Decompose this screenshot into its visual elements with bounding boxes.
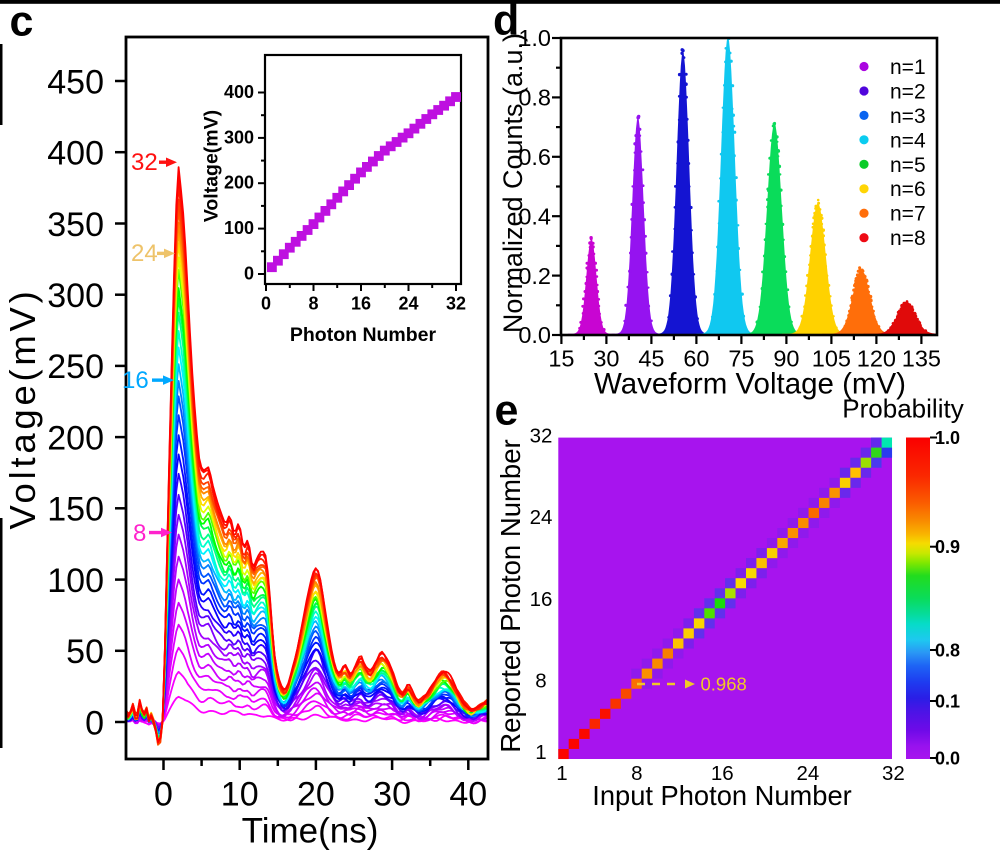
svg-text:0.4: 0.4 xyxy=(518,203,551,229)
svg-text:Probability: Probability xyxy=(842,394,963,424)
svg-text:Reported Photon Number: Reported Photon Number xyxy=(495,439,526,752)
svg-text:50: 50 xyxy=(66,633,104,671)
svg-text:24: 24 xyxy=(131,240,158,267)
svg-text:Voltage(mV): Voltage(mV) xyxy=(2,287,43,529)
svg-text:24: 24 xyxy=(398,294,418,314)
svg-text:450: 450 xyxy=(47,63,104,101)
svg-text:16: 16 xyxy=(122,367,149,394)
svg-text:0.968: 0.968 xyxy=(701,674,747,695)
svg-text:n=1: n=1 xyxy=(890,56,926,79)
svg-text:30: 30 xyxy=(373,776,411,814)
svg-text:300: 300 xyxy=(224,127,254,147)
svg-text:Photon Number: Photon Number xyxy=(290,324,437,346)
svg-text:16: 16 xyxy=(711,762,734,785)
svg-text:75: 75 xyxy=(728,345,754,371)
svg-text:0.6: 0.6 xyxy=(518,144,551,170)
svg-text:400: 400 xyxy=(224,82,254,102)
svg-text:8: 8 xyxy=(308,294,318,314)
svg-text:Normalized Counts (a.u.): Normalized Counts (a.u.) xyxy=(498,33,528,333)
svg-text:0.2: 0.2 xyxy=(518,263,551,289)
svg-text:n=5: n=5 xyxy=(890,154,926,177)
svg-text:15: 15 xyxy=(548,345,574,371)
svg-text:n=8: n=8 xyxy=(890,227,926,250)
svg-text:16: 16 xyxy=(530,588,553,611)
svg-text:1.0: 1.0 xyxy=(935,428,960,448)
svg-text:e: e xyxy=(495,387,519,435)
svg-text:90: 90 xyxy=(773,345,799,371)
svg-text:8: 8 xyxy=(535,669,546,692)
svg-text:24: 24 xyxy=(530,506,553,529)
svg-text:32: 32 xyxy=(882,762,905,785)
svg-text:100: 100 xyxy=(47,562,104,600)
svg-text:150: 150 xyxy=(47,491,104,529)
svg-text:32: 32 xyxy=(530,425,553,448)
svg-text:0: 0 xyxy=(261,294,271,314)
svg-text:Waveform Voltage (mV): Waveform Voltage (mV) xyxy=(594,368,906,401)
svg-text:100: 100 xyxy=(224,218,254,238)
svg-text:0.0: 0.0 xyxy=(518,322,551,348)
svg-text:300: 300 xyxy=(47,277,104,315)
svg-text:105: 105 xyxy=(812,345,851,371)
svg-text:n=3: n=3 xyxy=(890,105,926,128)
svg-text:16: 16 xyxy=(351,294,371,314)
svg-text:350: 350 xyxy=(47,206,104,244)
svg-text:Input Photon Number: Input Photon Number xyxy=(592,780,851,811)
svg-text:n=6: n=6 xyxy=(890,178,926,201)
svg-text:10: 10 xyxy=(221,776,259,814)
svg-text:n=4: n=4 xyxy=(890,129,926,152)
svg-text:30: 30 xyxy=(593,345,619,371)
svg-text:d: d xyxy=(493,0,519,45)
svg-text:60: 60 xyxy=(683,345,709,371)
svg-text:n=7: n=7 xyxy=(890,203,926,226)
svg-text:250: 250 xyxy=(47,348,104,386)
svg-text:8: 8 xyxy=(133,520,146,547)
svg-text:400: 400 xyxy=(47,135,104,173)
svg-text:Voltage(mV): Voltage(mV) xyxy=(201,110,223,222)
svg-text:n=2: n=2 xyxy=(890,81,926,104)
svg-text:0.0: 0.0 xyxy=(935,748,960,768)
svg-text:45: 45 xyxy=(638,345,664,371)
svg-text:0.8: 0.8 xyxy=(518,85,551,111)
svg-text:32: 32 xyxy=(446,294,466,314)
svg-text:200: 200 xyxy=(224,173,254,193)
svg-text:0: 0 xyxy=(85,704,104,742)
svg-text:32: 32 xyxy=(131,149,158,176)
svg-text:20: 20 xyxy=(297,776,335,814)
svg-text:1: 1 xyxy=(535,741,546,764)
svg-text:120: 120 xyxy=(857,345,896,371)
svg-text:8: 8 xyxy=(631,762,642,785)
svg-text:Time(ns): Time(ns) xyxy=(242,812,379,851)
svg-text:c: c xyxy=(10,0,34,46)
svg-text:0: 0 xyxy=(244,263,254,283)
svg-text:1.0: 1.0 xyxy=(518,25,551,51)
svg-text:0.8: 0.8 xyxy=(935,640,960,660)
svg-text:0.1: 0.1 xyxy=(935,691,960,711)
svg-text:40: 40 xyxy=(449,776,487,814)
svg-text:135: 135 xyxy=(902,345,941,371)
svg-text:0.9: 0.9 xyxy=(935,537,960,557)
svg-text:0: 0 xyxy=(154,776,173,814)
svg-text:1: 1 xyxy=(556,762,567,785)
svg-text:24: 24 xyxy=(796,762,819,785)
svg-text:200: 200 xyxy=(47,419,104,457)
